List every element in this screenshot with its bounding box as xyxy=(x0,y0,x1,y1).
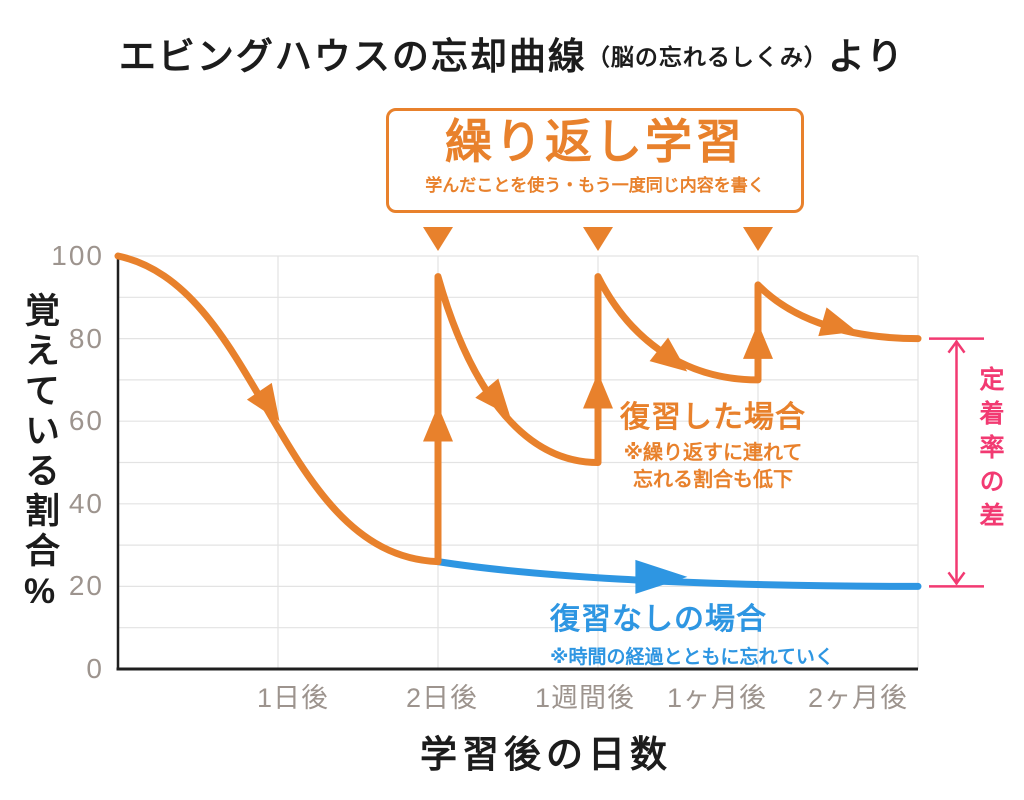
no-review-series-name: 復習なしの場合 xyxy=(550,603,767,636)
retention-gap-label: 定着率の差 xyxy=(976,366,1004,536)
reviewed-series-label: 復習した場合 ※繰り返すに連れて 忘れる割合も低下 xyxy=(620,392,806,494)
x-tick-label: 2ヶ月後 xyxy=(807,683,909,713)
reviewed-note-line1: ※繰り返すに連れて xyxy=(623,442,803,464)
y-tick-label: 80 xyxy=(68,322,104,354)
y-tick-label: 20 xyxy=(68,570,104,602)
title-paren: （脳の忘れるしくみ） xyxy=(586,44,828,70)
y-tick-label: 40 xyxy=(68,487,104,519)
x-tick-label: 2日後 xyxy=(405,683,479,713)
repeat-learning-subtitle: 学んだことを使う・もう一度同じ内容を書く xyxy=(425,176,765,195)
x-tick-label: 1ヶ月後 xyxy=(666,683,768,713)
no-review-series-note: ※時間の経過とともに忘れていく xyxy=(550,647,834,668)
repeat-learning-title: 繰り返し学習 xyxy=(445,115,745,168)
y-axis-title: 覚えている割合% xyxy=(20,292,59,616)
y-tick-label: 100 xyxy=(51,240,104,271)
x-tick-label: 1日後 xyxy=(256,683,330,713)
no-review-series-label: 復習なしの場合 ※時間の経過とともに忘れていく xyxy=(550,594,834,669)
title-suffix: より xyxy=(827,36,906,77)
y-tick-label: 60 xyxy=(68,405,104,437)
repeat-learning-box: 繰り返し学習 学んだことを使う・もう一度同じ内容を書く xyxy=(386,108,804,213)
title-main: エビングハウスの忘却曲線 xyxy=(118,36,587,77)
page-title: エビングハウスの忘却曲線（脳の忘れるしくみ）より xyxy=(0,26,1024,80)
reviewed-series-note: ※繰り返すに連れて 忘れる割合も低下 xyxy=(620,440,806,494)
reviewed-note-line2: 忘れる割合も低下 xyxy=(633,469,793,491)
y-tick-label: 0 xyxy=(86,653,104,684)
x-axis-title: 学習後の日数 xyxy=(420,734,672,775)
reviewed-series-name: 復習した場合 xyxy=(620,401,806,434)
x-tick-label: 1週間後 xyxy=(534,683,636,713)
